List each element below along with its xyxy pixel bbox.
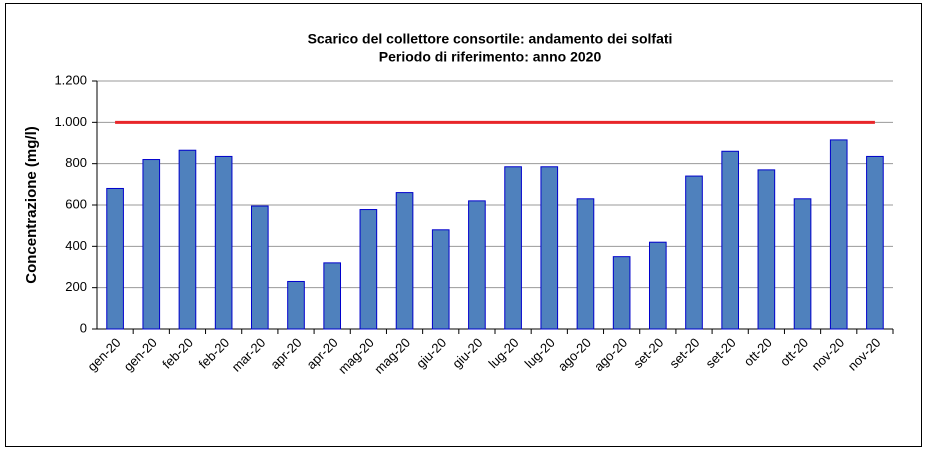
bar (829, 139, 848, 330)
y-tick-label: 0 (80, 320, 87, 335)
chart-subtitle: Periodo di riferimento: anno 2020 (379, 49, 602, 65)
bar (721, 150, 740, 330)
y-tick-label: 1.200 (54, 72, 87, 87)
bar (431, 229, 450, 330)
bar (468, 200, 486, 330)
bar (250, 205, 269, 330)
bar (540, 166, 559, 330)
y-tick-label: 400 (65, 238, 87, 253)
bar (576, 198, 595, 330)
y-tick-label: 600 (65, 196, 87, 211)
bar (106, 187, 124, 330)
y-axis-label: Concentrazione (mg/l) (23, 126, 40, 284)
bar (395, 192, 414, 330)
bar (685, 175, 703, 330)
bar (214, 155, 233, 330)
bar (323, 262, 342, 330)
bar (142, 159, 161, 330)
bar (648, 241, 667, 330)
bar (866, 155, 884, 330)
bar (504, 166, 522, 330)
bar (612, 256, 631, 330)
chart-title: Scarico del collettore consortile: andam… (308, 31, 673, 47)
bar (757, 169, 776, 330)
y-tick-label: 1.000 (54, 114, 87, 129)
bar (359, 209, 378, 330)
bar (178, 149, 197, 330)
bar (793, 198, 812, 330)
y-tick-label: 800 (65, 155, 87, 170)
y-tick-label: 200 (65, 279, 87, 294)
bar (287, 280, 305, 330)
